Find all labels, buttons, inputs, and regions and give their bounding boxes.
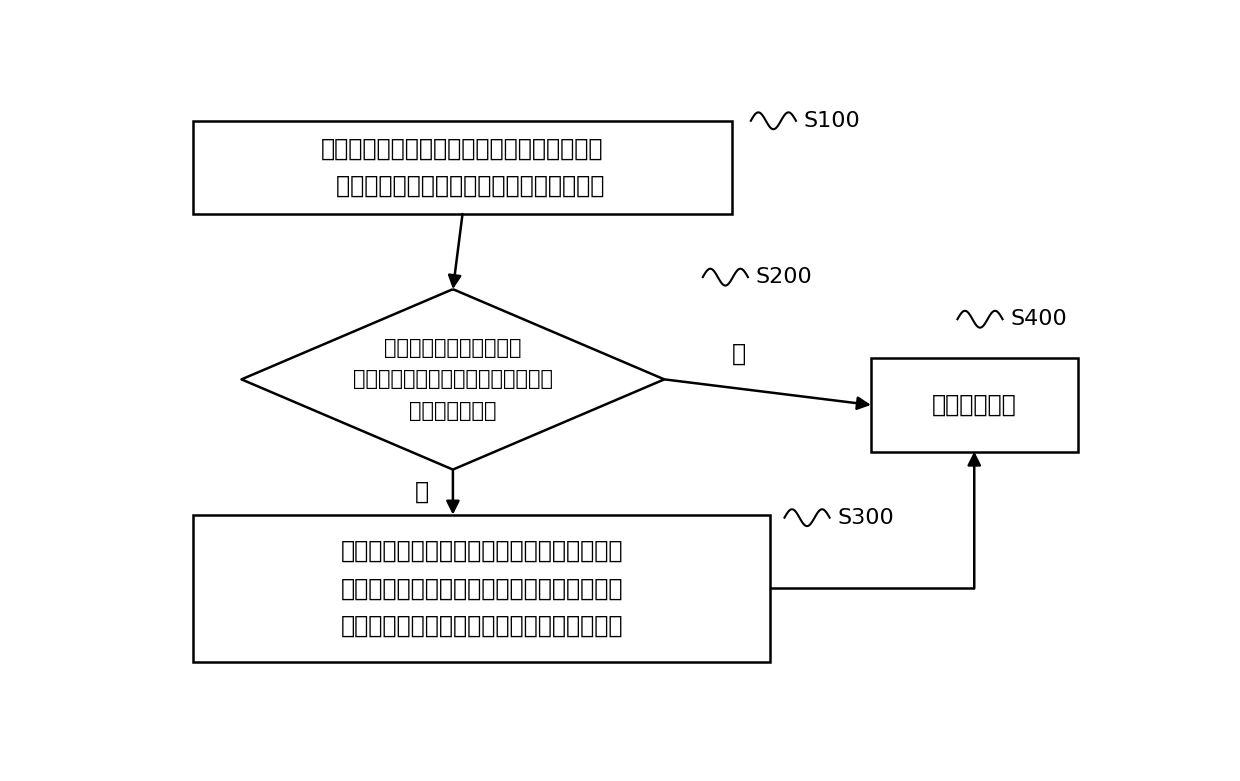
FancyBboxPatch shape (193, 515, 770, 662)
Text: 否: 否 (732, 342, 746, 366)
Text: 生成用于将预设通信号码与手机号码进行关联
  或解关联的关联请求信息或解关联请求信息: 生成用于将预设通信号码与手机号码进行关联 或解关联的关联请求信息或解关联请求信息 (321, 137, 604, 198)
FancyBboxPatch shape (193, 121, 732, 214)
Text: 是: 是 (414, 480, 429, 504)
Text: 反馈响应结果: 反馈响应结果 (932, 393, 1017, 417)
FancyBboxPatch shape (870, 358, 1078, 451)
Text: S200: S200 (755, 267, 812, 287)
Text: 在符合关联条件时，将所述预设通信号码与所
述手机号码建立关联；在符合解关联条件时，
将所述预设通信号码与所述手机号码解除关联: 在符合关联条件时，将所述预设通信号码与所 述手机号码建立关联；在符合解关联条件时… (341, 539, 622, 637)
Text: S100: S100 (804, 111, 861, 130)
Text: 检测所述关联请求信息或
所述解关联请求信息是否符合关联条
件或解关联条件: 检测所述关联请求信息或 所述解关联请求信息是否符合关联条 件或解关联条件 (353, 338, 553, 421)
Text: S300: S300 (837, 508, 894, 528)
Text: S400: S400 (1011, 309, 1068, 330)
